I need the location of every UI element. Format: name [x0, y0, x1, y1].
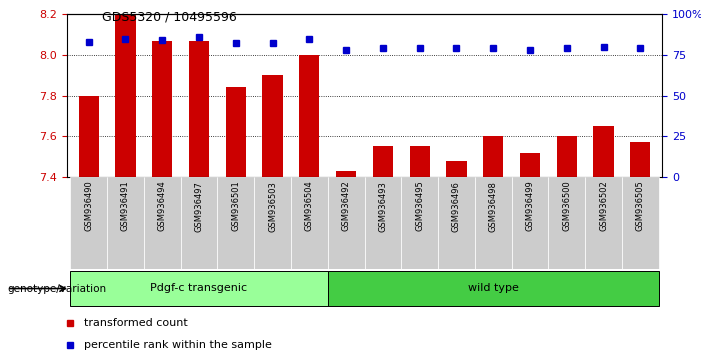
Bar: [409, 147, 430, 177]
Text: GSM936505: GSM936505: [636, 181, 645, 232]
Bar: [585, 177, 622, 269]
Text: GSM936493: GSM936493: [379, 181, 388, 232]
Bar: [594, 126, 613, 177]
Text: transformed count: transformed count: [84, 318, 188, 329]
Bar: [336, 171, 356, 177]
Bar: [116, 14, 135, 177]
Bar: [483, 136, 503, 177]
Text: GSM936494: GSM936494: [158, 181, 167, 232]
Bar: [622, 177, 659, 269]
Text: wild type: wild type: [468, 283, 519, 293]
Bar: [447, 161, 467, 177]
Bar: [401, 177, 438, 269]
Bar: [70, 271, 328, 306]
Bar: [152, 41, 172, 177]
Text: GSM936497: GSM936497: [194, 181, 203, 232]
Text: GSM936503: GSM936503: [268, 181, 277, 232]
Bar: [438, 177, 475, 269]
Bar: [144, 177, 181, 269]
Bar: [548, 177, 585, 269]
Text: GDS5320 / 10495596: GDS5320 / 10495596: [102, 11, 236, 24]
Bar: [226, 87, 246, 177]
Bar: [373, 147, 393, 177]
Text: GSM936502: GSM936502: [599, 181, 608, 232]
Bar: [328, 271, 659, 306]
Bar: [520, 153, 540, 177]
Text: GSM936496: GSM936496: [452, 181, 461, 232]
Text: Pdgf-c transgenic: Pdgf-c transgenic: [151, 283, 247, 293]
Bar: [291, 177, 328, 269]
Bar: [217, 177, 254, 269]
Bar: [254, 177, 291, 269]
Text: GSM936492: GSM936492: [341, 181, 350, 232]
Text: GSM936500: GSM936500: [562, 181, 571, 232]
Text: GSM936499: GSM936499: [526, 181, 535, 232]
Text: GSM936495: GSM936495: [415, 181, 424, 232]
Text: genotype/variation: genotype/variation: [7, 284, 106, 293]
Bar: [262, 75, 283, 177]
Text: GSM936491: GSM936491: [121, 181, 130, 232]
Text: percentile rank within the sample: percentile rank within the sample: [84, 339, 272, 350]
Bar: [70, 177, 107, 269]
Text: GSM936490: GSM936490: [84, 181, 93, 232]
Bar: [365, 177, 401, 269]
Text: GSM936504: GSM936504: [305, 181, 314, 232]
Bar: [475, 177, 512, 269]
Bar: [328, 177, 365, 269]
Bar: [79, 96, 99, 177]
Bar: [189, 41, 209, 177]
Text: GSM936498: GSM936498: [489, 181, 498, 232]
Bar: [512, 177, 548, 269]
Bar: [557, 136, 577, 177]
Bar: [107, 177, 144, 269]
Bar: [630, 142, 651, 177]
Bar: [181, 177, 217, 269]
Text: GSM936501: GSM936501: [231, 181, 240, 232]
Bar: [299, 55, 320, 177]
